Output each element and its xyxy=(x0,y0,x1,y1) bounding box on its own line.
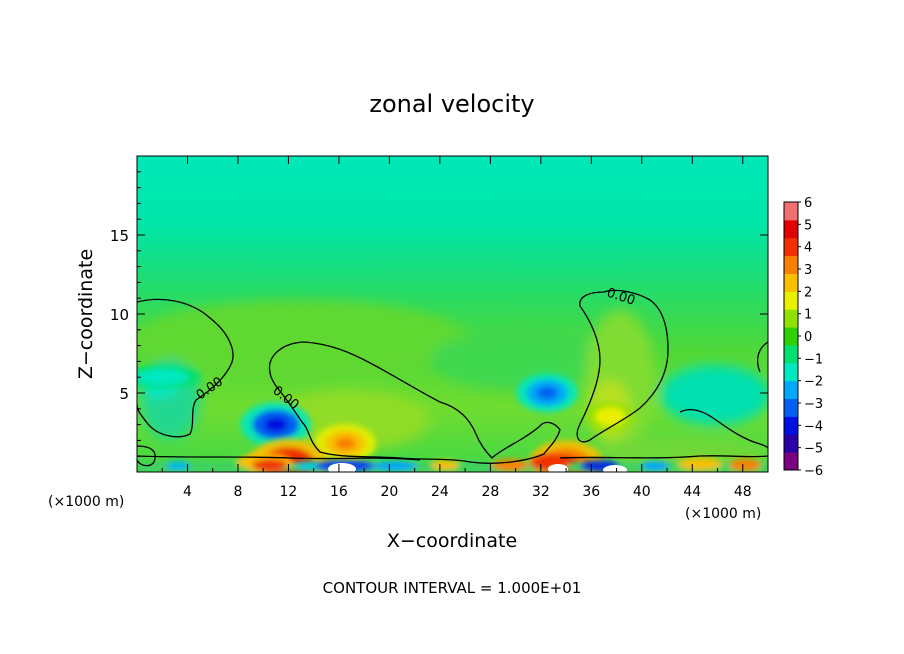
colorbar: 6 5 4 3 2 1 0 −1 −2 −3 −4 −5 −6 xyxy=(783,196,823,479)
y-axis: 5 10 15 xyxy=(110,171,768,457)
x-tick-label: 44 xyxy=(683,484,701,500)
colorbar-tick-label: −1 xyxy=(804,352,823,367)
colorbar-tick-label: −2 xyxy=(804,375,823,390)
x-axis: 4 8 12 16 20 24 28 32 36 40 44 48 xyxy=(161,156,752,500)
colorbar-swatch xyxy=(784,202,798,221)
positive-core xyxy=(587,402,634,432)
colorbar-swatch xyxy=(784,344,798,364)
x-tick-label: 40 xyxy=(633,484,651,500)
colorbar-swatch xyxy=(784,398,798,417)
colorbar-tick-label: 2 xyxy=(804,285,812,300)
y-tick-label: 10 xyxy=(110,306,129,324)
colorbar-tick-label: 5 xyxy=(804,218,812,233)
negative-core xyxy=(240,402,312,448)
x-tick-label: 24 xyxy=(431,484,449,500)
zero-contour-surface xyxy=(137,455,768,461)
x-tick-label: 20 xyxy=(380,484,398,500)
colorbar-swatch xyxy=(784,327,798,346)
x-tick-label: 28 xyxy=(481,484,499,500)
x-tick-label: 16 xyxy=(330,484,348,500)
negative-core xyxy=(516,373,578,413)
colorbar-swatch xyxy=(784,380,798,400)
zero-contour-middle xyxy=(268,341,561,464)
colorbar-tick-label: −4 xyxy=(804,419,823,434)
colorbar-swatch xyxy=(784,291,798,310)
colorbar-tick-label: −6 xyxy=(804,464,823,479)
y-axis-label: Z−coordinate xyxy=(75,249,97,379)
masked-cell xyxy=(548,464,568,472)
colorbar-tick-label: 6 xyxy=(804,196,812,211)
colorbar-tick-label: 1 xyxy=(804,308,812,323)
colorbar-swatch xyxy=(784,255,798,274)
x-tick-label: 32 xyxy=(532,484,550,500)
colorbar-tick-label: 4 xyxy=(804,241,812,256)
x-unit-left: (×1000 m) xyxy=(48,494,124,510)
masked-cell xyxy=(328,463,356,472)
colorbar-swatch xyxy=(784,219,798,239)
colorbar-tick-label: −3 xyxy=(804,397,823,412)
y-tick-label: 15 xyxy=(110,227,129,245)
zero-contour-left xyxy=(137,298,234,438)
zero-contour-far-right xyxy=(679,408,768,449)
colorbar-swatch xyxy=(784,434,798,453)
y-tick-label: 5 xyxy=(119,385,129,403)
contour-interval-note: CONTOUR INTERVAL = 1.000E+01 xyxy=(323,579,582,597)
masked-cell xyxy=(603,465,627,472)
zero-contour-left-lower xyxy=(137,445,156,467)
colorbar-swatch xyxy=(784,273,798,292)
plot-area: 0.00 0.00 0.00 xyxy=(137,156,768,472)
x-tick-label: 8 xyxy=(233,484,242,500)
zero-contours xyxy=(137,289,768,467)
x-tick-label: 4 xyxy=(183,484,192,500)
x-axis-label: X−coordinate xyxy=(387,530,517,552)
zero-contour-edge xyxy=(757,341,768,373)
x-tick-label: 12 xyxy=(280,484,298,500)
colorbar-swatch xyxy=(784,237,798,257)
colorbar-swatch xyxy=(784,309,798,328)
x-tick-label: 48 xyxy=(734,484,752,500)
colorbar-swatch xyxy=(784,362,798,382)
positive-core xyxy=(314,424,376,464)
chart-title: zonal velocity xyxy=(369,90,534,118)
colorbar-tick-label: 0 xyxy=(804,330,812,345)
zero-contour-right xyxy=(576,289,669,443)
colorbar-tick-label: −5 xyxy=(804,442,823,457)
colorbar-tick-label: 3 xyxy=(804,263,812,278)
colorbar-swatch xyxy=(784,452,798,471)
negative-band xyxy=(137,365,202,390)
colorbar-swatch xyxy=(784,416,798,435)
x-tick-label: 36 xyxy=(582,484,600,500)
x-unit-right: (×1000 m) xyxy=(685,506,761,522)
